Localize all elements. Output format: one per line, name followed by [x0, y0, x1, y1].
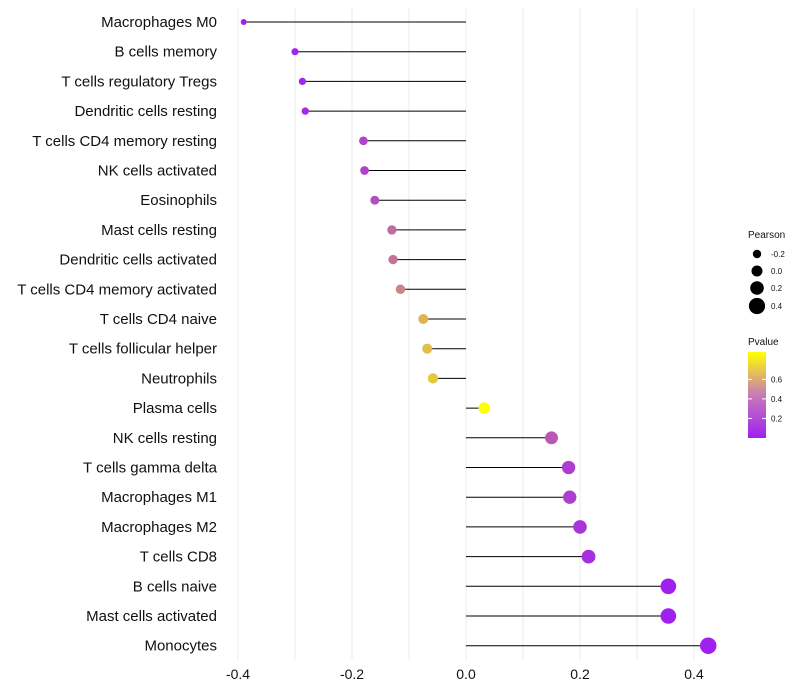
lollipop-points	[240, 19, 717, 654]
size-legend-key	[751, 265, 763, 277]
category-label: Mast cells activated	[86, 608, 217, 625]
lollipop-point	[699, 637, 717, 654]
category-label: Eosinophils	[140, 192, 217, 209]
color-legend-label: 0.4	[771, 395, 783, 404]
lollipop-point	[561, 460, 576, 475]
lollipop-point	[660, 578, 677, 595]
category-label: T cells follicular helper	[69, 341, 217, 358]
x-tick-label: -0.4	[226, 666, 250, 682]
category-label: B cells naive	[133, 578, 217, 595]
size-legend-title: Pearson	[748, 230, 785, 241]
x-axis-tick-labels: -0.4 -0.2 0.0 0.2 0.4	[226, 666, 704, 682]
category-label: Macrophages M1	[101, 489, 217, 506]
pearson-size-legend: Pearson -0.2 0.0 0.2 0.4	[748, 230, 785, 315]
lollipop-point	[573, 520, 587, 534]
size-legend-key	[752, 249, 762, 259]
lollipop-stems	[243, 21, 709, 647]
x-tick-label: -0.2	[340, 666, 364, 682]
category-label: T cells CD8	[140, 549, 217, 566]
color-legend-label: 0.2	[771, 414, 783, 423]
size-legend-label: 0.4	[771, 302, 783, 311]
category-label: NK cells activated	[98, 163, 217, 180]
lollipop-point	[418, 313, 429, 325]
lollipop-point	[387, 225, 397, 235]
lollipop-point	[301, 107, 309, 115]
x-tick-label: 0.4	[684, 666, 704, 682]
category-label: Dendritic cells activated	[59, 252, 217, 269]
size-legend-key	[750, 281, 764, 295]
category-label: Mast cells resting	[101, 222, 217, 239]
size-legend-key	[748, 297, 766, 315]
category-label: Neutrophils	[141, 370, 217, 387]
lollipop-point	[545, 431, 558, 445]
category-label: Macrophages M0	[101, 14, 217, 31]
size-legend-label: 0.0	[771, 267, 783, 276]
lollipop-point	[240, 19, 247, 25]
category-label: NK cells resting	[113, 430, 217, 447]
category-label: T cells CD4 memory resting	[32, 133, 217, 150]
category-label: Monocytes	[144, 638, 217, 655]
lollipop-point	[478, 402, 490, 414]
category-label: T cells CD4 naive	[100, 311, 217, 328]
x-tick-label: 0.0	[456, 666, 476, 682]
lollipop-point	[395, 284, 406, 295]
category-label: Dendritic cells resting	[74, 103, 217, 120]
lollipop-point	[422, 343, 433, 354]
lollipop-point	[660, 608, 677, 624]
lollipop-point	[298, 77, 307, 86]
category-label: T cells regulatory Tregs	[61, 73, 217, 90]
category-label: T cells gamma delta	[83, 460, 218, 477]
category-label: B cells memory	[114, 44, 217, 61]
color-legend-title: Pvalue	[748, 337, 779, 348]
lollipop-point	[291, 48, 299, 56]
category-labels: Macrophages M0 B cells memory T cells regu…	[17, 14, 217, 655]
lollipop-point	[581, 549, 596, 564]
lollipop-point	[370, 195, 380, 205]
grid-lines	[237, 8, 695, 660]
lollipop-point	[360, 166, 369, 175]
category-label: Macrophages M2	[101, 519, 217, 536]
pvalue-color-legend: Pvalue 0.6 0.4 0.2	[748, 337, 783, 438]
lollipop-point	[563, 490, 577, 504]
category-label: Plasma cells	[133, 400, 217, 417]
size-legend-label: 0.2	[771, 284, 783, 293]
lollipop-point	[388, 254, 398, 265]
lollipop-point	[359, 136, 368, 146]
x-tick-label: 0.2	[570, 666, 590, 682]
pvalue-colorbar	[748, 352, 766, 438]
size-legend-label: -0.2	[771, 250, 785, 259]
category-label: T cells CD4 memory activated	[17, 281, 217, 298]
color-legend-label: 0.6	[771, 375, 783, 384]
lollipop-point	[427, 373, 439, 384]
